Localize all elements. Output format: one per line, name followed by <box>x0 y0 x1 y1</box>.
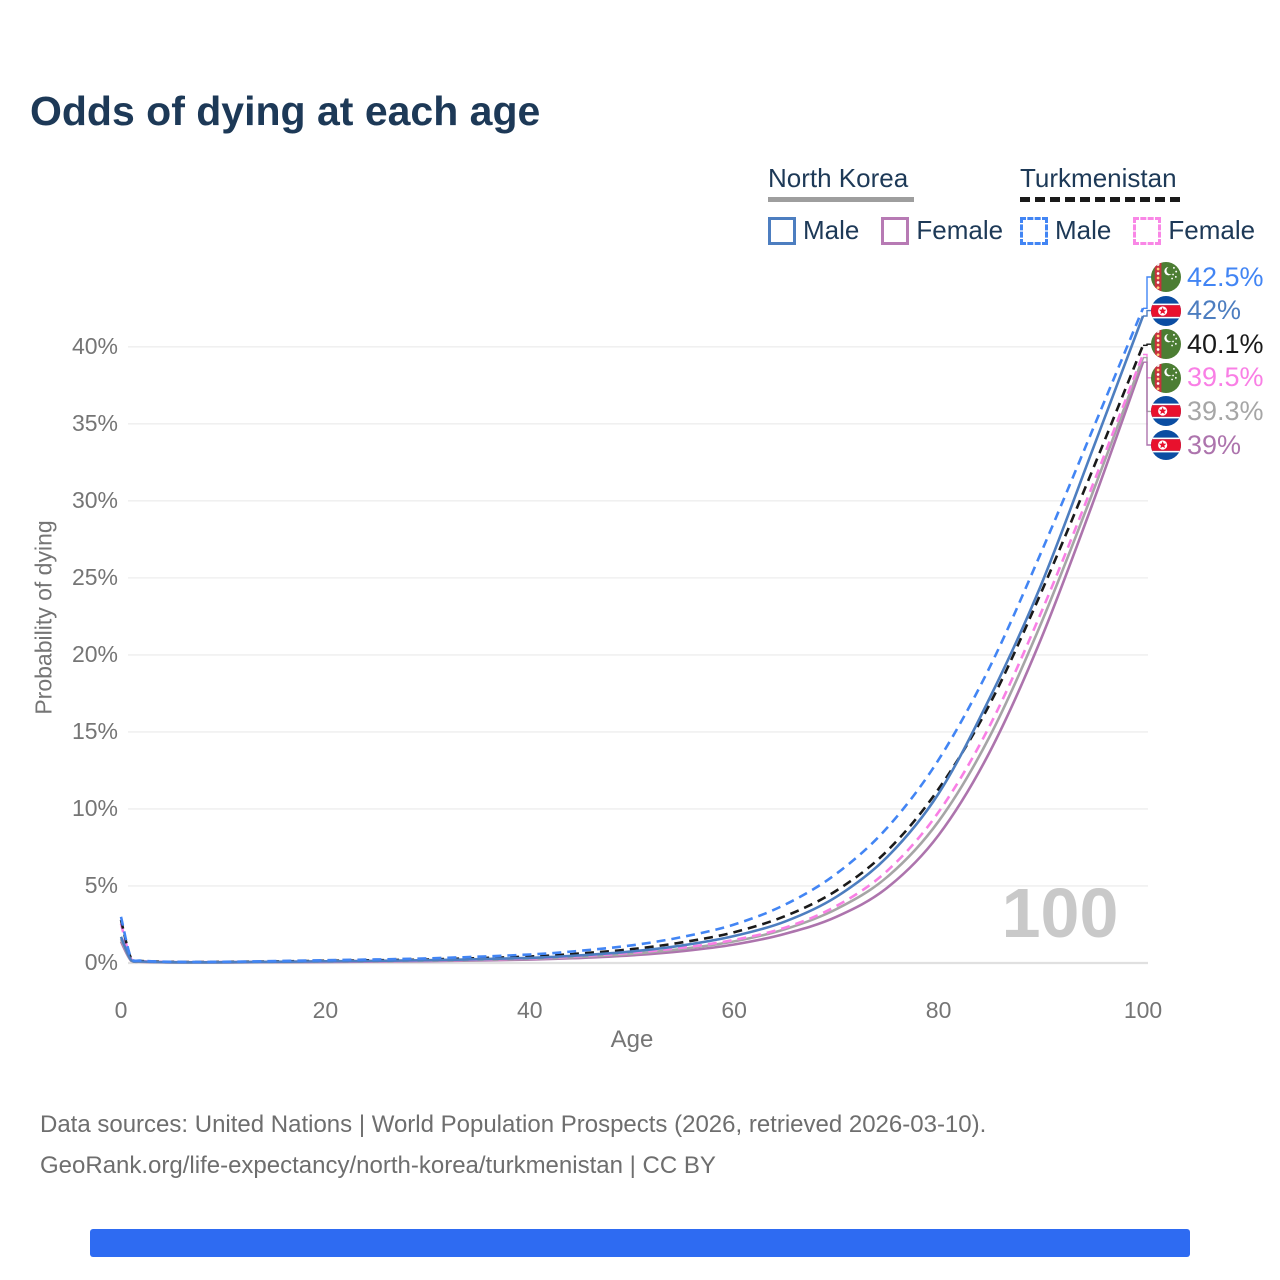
x-tick-label: 100 <box>1123 997 1163 1023</box>
y-tick-label: 20% <box>71 640 118 667</box>
legend-item-label: Female <box>1168 215 1256 245</box>
y-tick-label: 15% <box>71 717 118 744</box>
end-label-connector <box>1143 361 1153 446</box>
end-label-value: 39.5% <box>1187 362 1264 393</box>
x-tick-label: 0 <box>114 997 128 1023</box>
age-watermark: 100 <box>1001 874 1119 952</box>
end-label-value: 42% <box>1187 295 1242 326</box>
legend-dashed-line-swatch <box>1020 197 1180 202</box>
series-end-label-turkmenistan-total: 40.1% <box>1151 328 1264 360</box>
x-axis-title: Age <box>610 1026 654 1053</box>
north-korea-flag-icon <box>1151 430 1181 460</box>
series-line-turkmenistan-female[interactable] <box>119 354 1145 964</box>
legend-item-label: Female <box>916 215 1004 245</box>
legend-item-label: Male <box>803 215 860 245</box>
y-tick-label: 10% <box>71 794 118 821</box>
series-end-label-north-korea-total: 39.3% <box>1151 395 1264 427</box>
page-title: Odds of dying at each age <box>30 88 541 134</box>
end-label-value: 39.3% <box>1187 395 1264 426</box>
legend-item-tm-female[interactable]: Female <box>1133 215 1255 246</box>
y-tick-label: 5% <box>84 871 118 898</box>
y-tick-label: 0% <box>84 949 118 975</box>
x-tick-label: 20 <box>312 997 339 1023</box>
legend-item-label: Male <box>1055 215 1112 245</box>
turkmenistan-flag-icon <box>1151 329 1181 360</box>
end-label-connector <box>1143 309 1153 317</box>
y-axis-title: Probability of dying <box>30 520 57 715</box>
y-tick-label: 25% <box>71 563 118 590</box>
end-label-connector <box>1143 276 1153 309</box>
turkmenistan-flag-icon <box>1151 362 1181 393</box>
north-korea-flag-icon <box>1151 295 1181 326</box>
series-end-label-north-korea-female: 39% <box>1151 430 1241 460</box>
series-line-turkmenistan-total[interactable] <box>119 344 1145 964</box>
x-tick-label: 60 <box>721 997 747 1023</box>
end-label-connector <box>1143 343 1153 346</box>
end-label-value: 39% <box>1187 429 1242 460</box>
legend-solid-line-swatch <box>768 197 914 202</box>
legend-group-north-korea: North Korea Male Female <box>768 163 1025 246</box>
y-tick-label: 35% <box>71 409 118 436</box>
north-korea-flag-icon <box>1151 396 1181 427</box>
footer: Data sources: United Nations | World Pop… <box>40 1104 986 1186</box>
end-label-value: 40.1% <box>1187 328 1264 359</box>
x-tick-label: 40 <box>517 997 543 1023</box>
end-label-value: 42.5% <box>1187 261 1264 292</box>
series-line-north-korea-male[interactable] <box>119 315 1145 964</box>
legend-country-label: North Korea <box>768 163 909 193</box>
series-end-label-north-korea-male: 42% <box>1151 295 1242 326</box>
legend-swatch-tm-female <box>1133 216 1162 245</box>
turkmenistan-flag-icon <box>1151 262 1181 292</box>
legend-item-tm-male[interactable]: Male <box>1020 215 1111 246</box>
series-line-north-korea-total[interactable] <box>119 357 1145 964</box>
x-tick-label: 80 <box>925 997 952 1023</box>
y-tick-label: 40% <box>71 332 118 359</box>
data-sources-text: Data sources: United Nations | World Pop… <box>40 1111 987 1138</box>
legend-swatch-tm-male <box>1020 216 1048 245</box>
legend-country-label: Turkmenistan <box>1020 163 1177 193</box>
series-end-label-turkmenistan-female: 39.5% <box>1151 362 1264 393</box>
legend-swatch-nk-female <box>881 216 910 245</box>
legend-item-nk-male[interactable]: Male <box>768 215 859 246</box>
series-line-turkmenistan-male[interactable] <box>119 307 1145 964</box>
bottom-scrollbar[interactable] <box>90 1229 1190 1257</box>
legend-group-turkmenistan: Turkmenistan Male Female <box>1020 163 1277 246</box>
attribution-text: GeoRank.org/life-expectancy/north-korea/… <box>40 1152 716 1179</box>
series-end-label-turkmenistan-male: 42.5% <box>1151 262 1264 292</box>
legend-item-nk-female[interactable]: Female <box>881 215 1003 246</box>
y-tick-label: 30% <box>71 486 118 513</box>
legend-swatch-nk-male <box>768 216 796 245</box>
